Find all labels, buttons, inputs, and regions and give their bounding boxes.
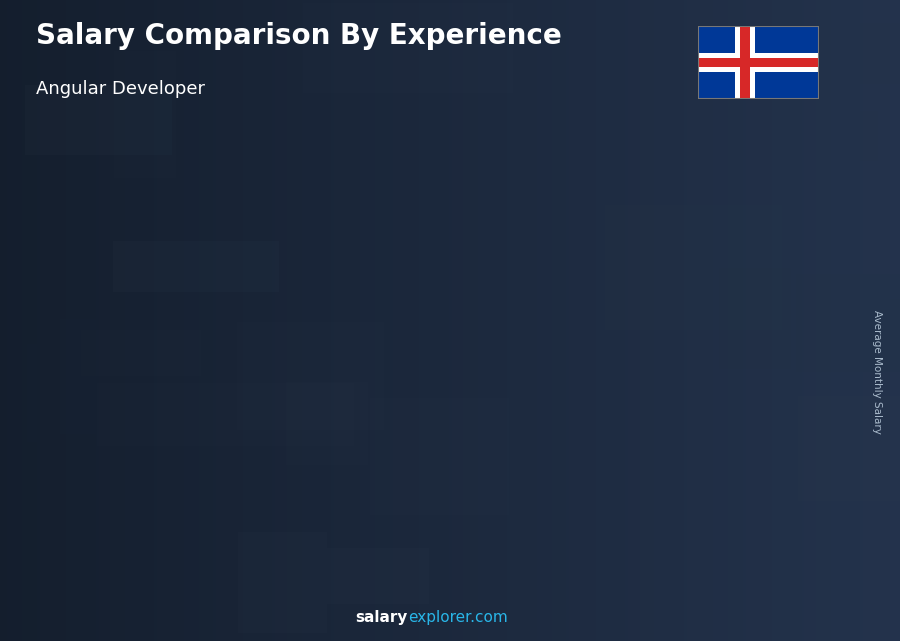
Bar — [114, 51, 176, 178]
Bar — [784, 247, 791, 570]
Bar — [195, 135, 377, 247]
Bar — [724, 247, 731, 570]
Text: 282,000 ISK: 282,000 ISK — [24, 435, 104, 448]
Text: Average Monthly Salary: Average Monthly Salary — [872, 310, 883, 434]
Bar — [370, 398, 508, 515]
Bar — [216, 418, 282, 422]
Bar — [724, 247, 791, 254]
Bar — [798, 396, 900, 501]
Bar — [216, 418, 221, 570]
FancyArrowPatch shape — [274, 290, 357, 333]
Text: 556,000 ISK: 556,000 ISK — [283, 324, 363, 337]
Bar — [327, 548, 429, 604]
Bar — [725, 404, 796, 458]
Bar — [191, 393, 245, 494]
FancyArrowPatch shape — [147, 371, 230, 406]
Bar — [698, 58, 819, 67]
FancyArrowPatch shape — [656, 218, 738, 237]
Bar — [747, 554, 836, 590]
Bar — [210, 177, 325, 259]
Bar — [734, 26, 755, 99]
Bar — [60, 319, 131, 434]
Bar — [274, 418, 282, 570]
Text: +9%: +9% — [544, 240, 591, 260]
FancyArrowPatch shape — [401, 264, 484, 285]
Bar — [93, 456, 146, 570]
Text: 799,000 ISK: 799,000 ISK — [706, 226, 785, 238]
Bar — [602, 271, 655, 570]
Bar — [529, 296, 536, 570]
Bar — [87, 561, 275, 623]
Text: 739,000 ISK: 739,000 ISK — [537, 250, 617, 263]
Bar — [606, 204, 782, 329]
Bar — [148, 456, 155, 570]
Bar — [88, 456, 155, 459]
Text: +22%: +22% — [410, 253, 470, 272]
Bar — [651, 299, 900, 370]
Bar — [81, 330, 201, 376]
Text: 678,000 ISK: 678,000 ISK — [410, 274, 490, 287]
Bar — [698, 53, 819, 72]
Text: Angular Developer: Angular Developer — [36, 80, 205, 98]
Bar — [343, 345, 349, 570]
Bar — [244, 386, 297, 477]
Bar — [475, 296, 528, 570]
Bar — [285, 382, 367, 465]
Bar — [235, 438, 489, 548]
Bar — [740, 26, 750, 99]
Bar — [471, 296, 536, 303]
Text: Salary Comparison By Experience: Salary Comparison By Experience — [36, 22, 562, 51]
Bar — [656, 271, 664, 570]
Bar — [112, 241, 279, 292]
Bar — [598, 271, 664, 278]
Bar — [495, 554, 545, 637]
Bar — [77, 331, 273, 427]
Bar — [796, 274, 900, 372]
Bar — [238, 533, 328, 633]
Bar — [347, 345, 400, 570]
Text: +48%: +48% — [282, 273, 343, 292]
Bar — [718, 268, 790, 369]
Bar — [769, 22, 900, 84]
Bar — [88, 456, 94, 570]
Bar — [471, 296, 476, 570]
Bar — [27, 344, 214, 442]
Bar — [343, 345, 410, 351]
Bar — [237, 322, 384, 429]
Text: +8%: +8% — [670, 208, 718, 227]
Text: 376,000 ISK: 376,000 ISK — [156, 397, 235, 410]
Bar — [598, 271, 604, 570]
Bar — [25, 85, 172, 155]
Text: explorer.com: explorer.com — [408, 610, 508, 625]
Text: salary: salary — [356, 610, 408, 625]
Text: +34%: +34% — [155, 354, 215, 373]
FancyArrowPatch shape — [529, 247, 611, 262]
Bar — [730, 247, 783, 570]
Bar — [220, 418, 274, 570]
Bar — [303, 3, 513, 92]
Bar — [786, 112, 878, 161]
Bar — [402, 345, 410, 570]
Bar — [97, 383, 355, 446]
